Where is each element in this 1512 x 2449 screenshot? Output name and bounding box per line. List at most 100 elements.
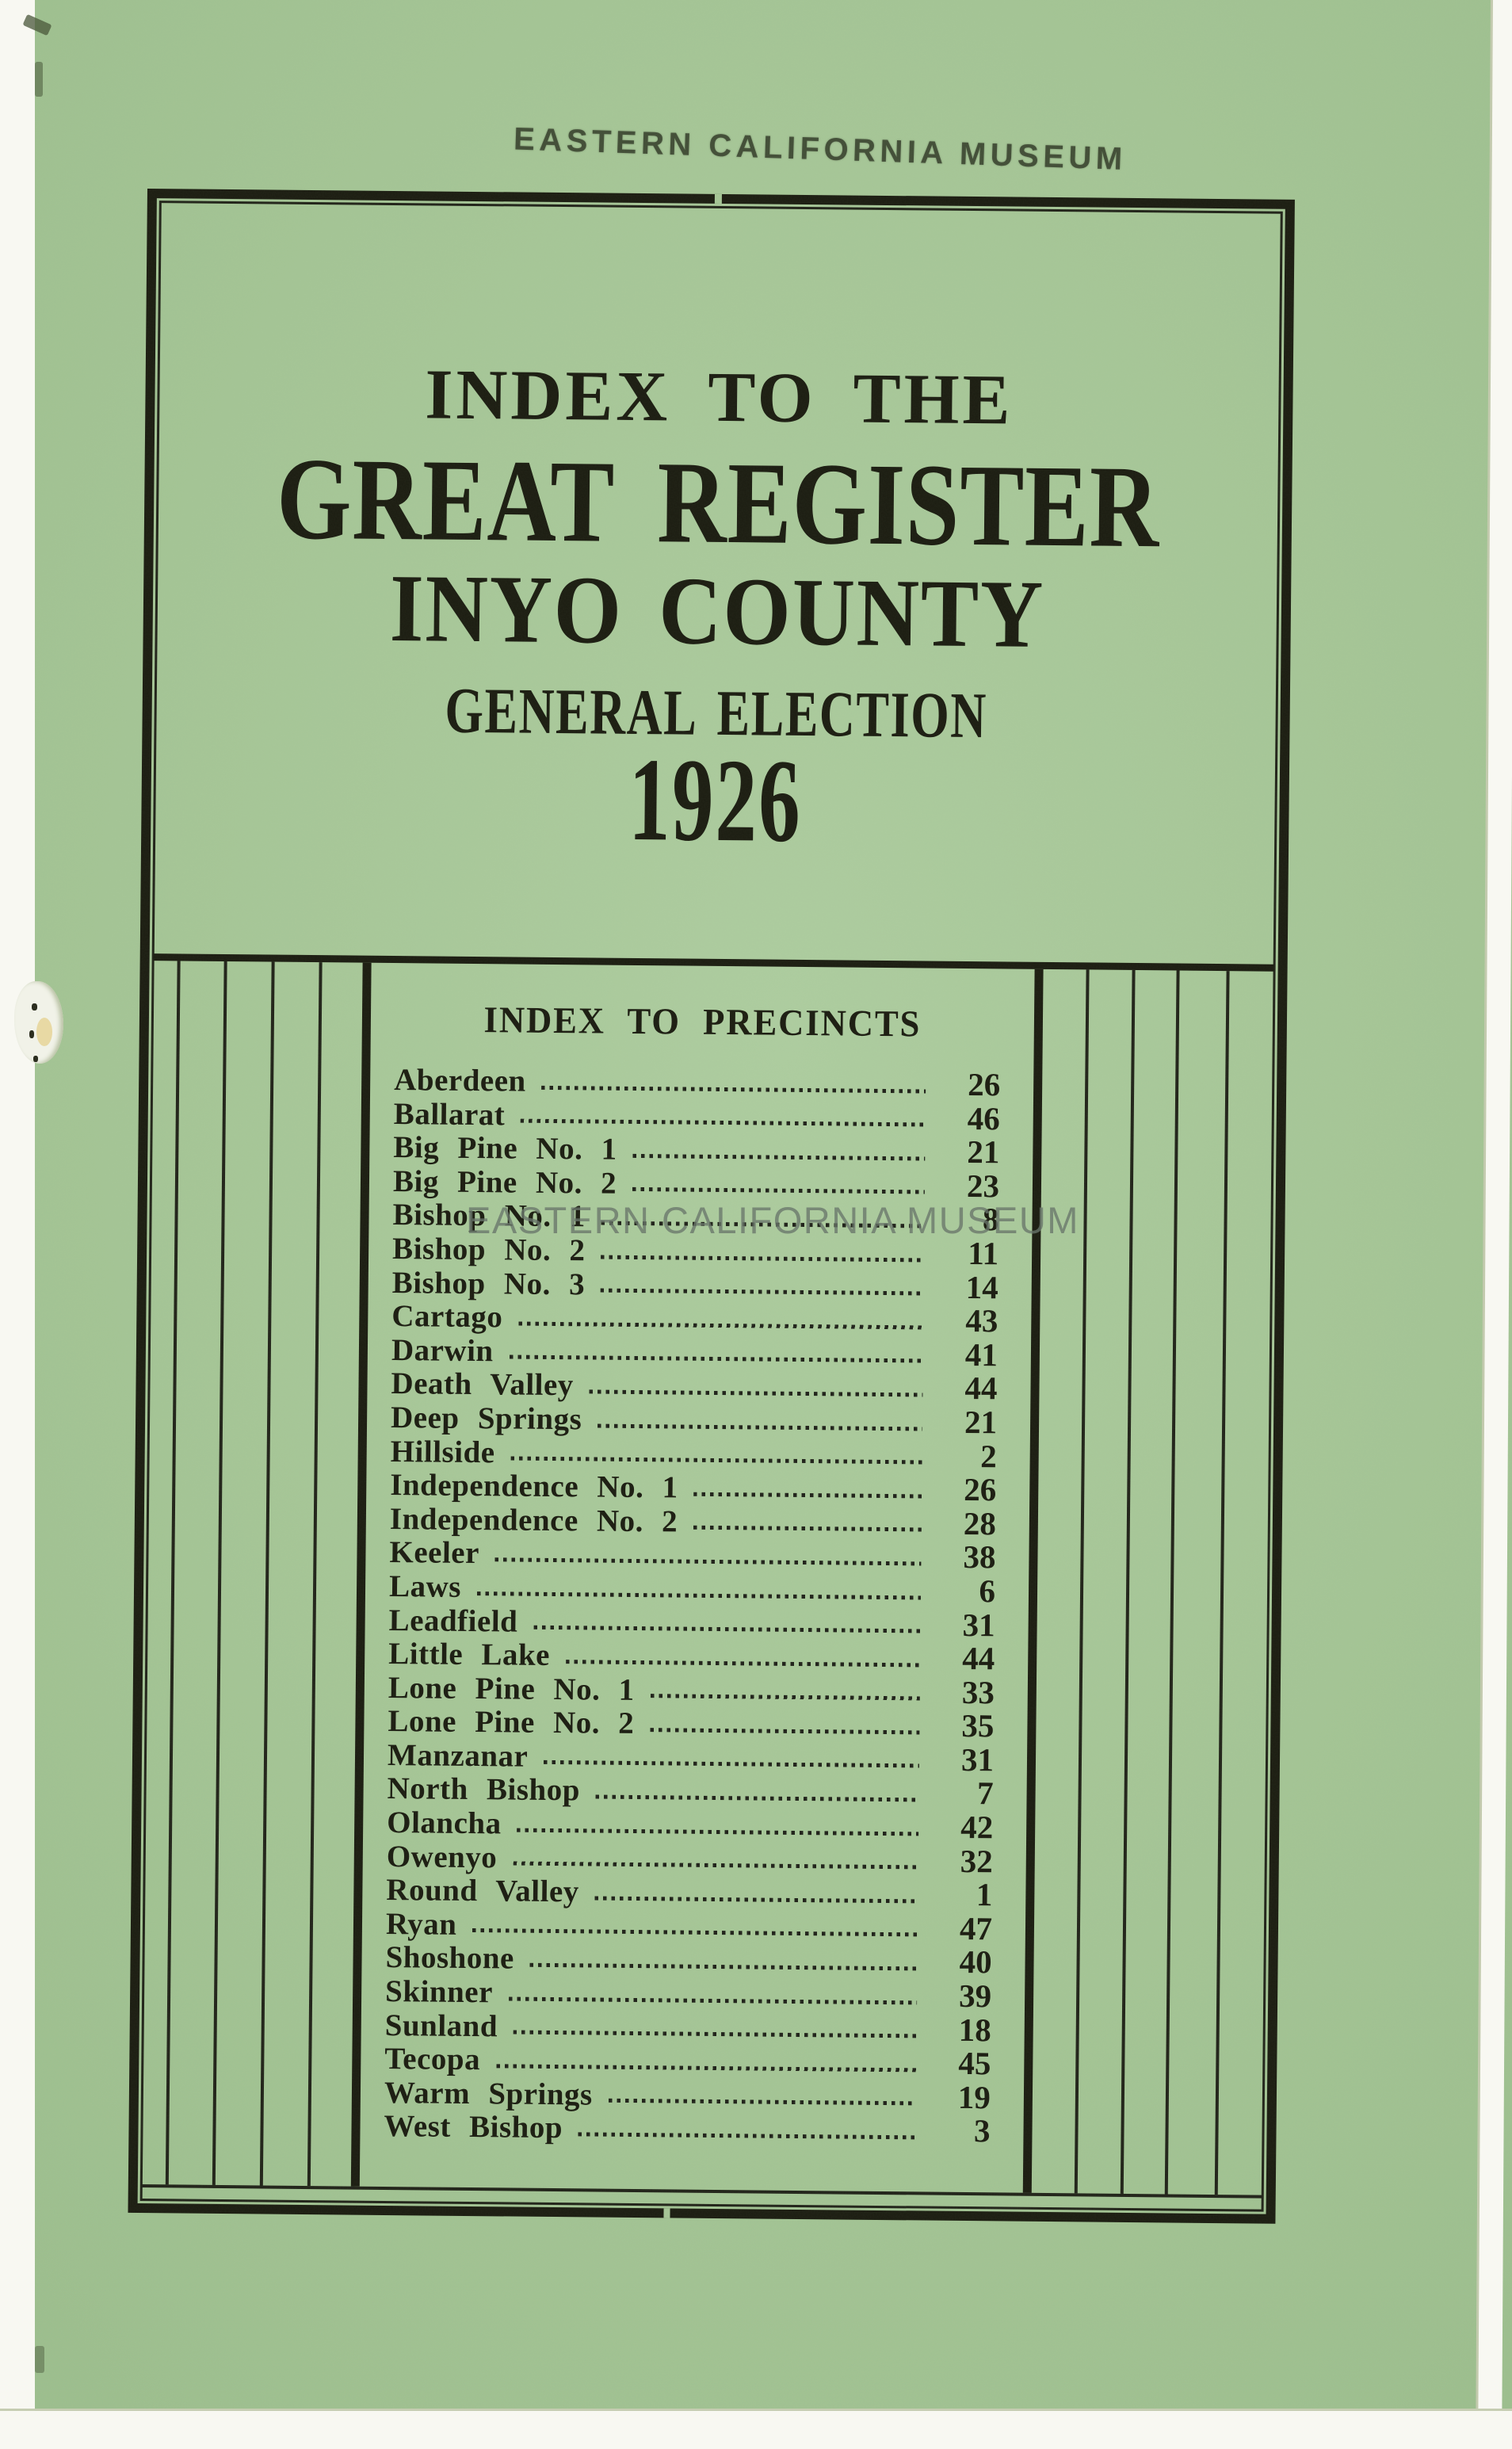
- dotted-leader: [508, 1996, 918, 2005]
- precinct-page-number: 45: [958, 2045, 991, 2082]
- dotted-leader: [600, 1288, 924, 1296]
- precinct-row: Laws 6: [388, 1568, 996, 1610]
- precinct-name: Death Valley: [391, 1366, 575, 1403]
- precinct-page-number: 32: [960, 1842, 994, 1879]
- precinct-page-number: 6: [979, 1572, 996, 1610]
- precinct-page-number: 46: [967, 1099, 1001, 1137]
- precinct-page-number: 28: [963, 1504, 997, 1542]
- dotted-leader: [476, 1591, 922, 1599]
- dotted-leader: [541, 1085, 926, 1094]
- precinct-name: Manzanar: [387, 1737, 529, 1774]
- precinct-page-number: 21: [967, 1133, 1000, 1171]
- precinct-page-number: 21: [964, 1403, 998, 1441]
- precinct-name: Ballarat: [393, 1096, 506, 1132]
- precinct-name: Lone Pine No. 2: [388, 1704, 635, 1741]
- precinct-name: West Bishop: [384, 2109, 563, 2145]
- dotted-leader: [693, 1492, 922, 1499]
- dotted-leader: [601, 1255, 925, 1263]
- paper-speck: [33, 1056, 38, 1062]
- precinct-row: Hillside 2: [390, 1434, 997, 1474]
- dotted-leader: [521, 1118, 926, 1127]
- precinct-page-number: 47: [959, 1909, 993, 1947]
- precinct-page-number: 35: [961, 1707, 995, 1744]
- dotted-leader: [650, 1728, 920, 1735]
- precinct-row: Manzanar 31: [387, 1737, 995, 1778]
- precinct-name: Independence No. 1: [390, 1468, 678, 1505]
- precinct-page-number: 44: [964, 1370, 998, 1407]
- dotted-leader: [578, 2132, 916, 2140]
- precinct-page-number: 7: [976, 1775, 994, 1812]
- precinct-row: Little Lake 44: [388, 1636, 995, 1676]
- precinct-row: Owenyo 32: [386, 1839, 994, 1879]
- precinct-name: Tecopa: [384, 2042, 481, 2077]
- precinct-row: Independence No. 1 26: [390, 1467, 996, 1507]
- precinct-name: Keeler: [389, 1535, 480, 1571]
- dotted-leader: [598, 1423, 923, 1431]
- border-nick: [663, 2208, 670, 2218]
- precinct-page-number: 43: [965, 1302, 998, 1339]
- scanner-edge-left: [0, 0, 35, 2449]
- precinct-row: Tecopa 45: [384, 2041, 991, 2082]
- precinct-index-heading: INDEX TO PRECINCTS: [483, 999, 922, 1045]
- precinct-name: Little Lake: [388, 1637, 551, 1673]
- precinct-row: West Bishop 3: [384, 2108, 991, 2149]
- precinct-name: Olancha: [387, 1805, 502, 1841]
- precinct-name: North Bishop: [387, 1771, 581, 1808]
- precinct-name: Laws: [388, 1568, 462, 1604]
- precinct-name: Round Valley: [386, 1873, 579, 1909]
- precinct-page-number: 19: [957, 2078, 991, 2116]
- dotted-leader: [544, 1760, 919, 1768]
- dotted-leader: [529, 1962, 918, 1971]
- precinct-name: Ryan: [385, 1906, 457, 1942]
- precinct-row: Shoshone 40: [385, 1939, 991, 1980]
- precinct-name: Owenyo: [386, 1839, 498, 1874]
- precinct-name: Hillside: [390, 1434, 495, 1469]
- dotted-leader: [513, 2030, 917, 2038]
- precinct-page-number: 26: [967, 1065, 1001, 1103]
- paper-tear-spot: [36, 1018, 52, 1046]
- title-line-3: INYO COUNTY: [389, 554, 1045, 668]
- dotted-leader: [518, 1321, 924, 1330]
- dotted-leader: [693, 1526, 922, 1532]
- digital-watermark: EASTERN CALIFORNIA MUSEUM: [466, 1199, 1079, 1241]
- precinct-page-number: 38: [963, 1538, 996, 1576]
- precinct-name: Leadfield: [388, 1603, 518, 1639]
- precinct-row: Olancha 42: [387, 1805, 993, 1845]
- precinct-name: Skinner: [384, 1974, 494, 2010]
- border-nick: [714, 193, 722, 204]
- precinct-row: Death Valley 44: [391, 1366, 998, 1407]
- precinct-name: Aberdeen: [394, 1063, 526, 1098]
- precinct-row: Ballarat 46: [393, 1096, 1001, 1137]
- precinct-page-number: 31: [962, 1606, 995, 1643]
- title-line-1: INDEX TO THE: [424, 355, 1014, 440]
- precinct-page-number: 2: [979, 1437, 997, 1474]
- edge-mark: [35, 2346, 44, 2373]
- precinct-row: Big Pine No. 1 21: [393, 1129, 1000, 1171]
- precinct-name: Bishop No. 3: [391, 1265, 586, 1301]
- dotted-leader: [565, 1659, 921, 1668]
- dotted-leader: [632, 1153, 926, 1161]
- precinct-name: Independence No. 2: [389, 1501, 678, 1539]
- precinct-page-number: 41: [964, 1335, 998, 1374]
- precinct-page-number: 39: [958, 1977, 992, 2015]
- precinct-name: Big Pine No. 1: [393, 1130, 617, 1167]
- precinct-name: Sunland: [384, 2008, 498, 2043]
- precinct-name: Cartago: [391, 1299, 503, 1335]
- precinct-name: Deep Springs: [390, 1400, 582, 1437]
- dotted-leader: [510, 1456, 922, 1465]
- scanner-edge-right: [1478, 0, 1512, 2449]
- dotted-leader: [632, 1187, 925, 1194]
- precinct-row: Darwin 41: [391, 1332, 998, 1374]
- title-line-2: GREAT REGISTER: [276, 434, 1161, 573]
- precinct-page-number: 33: [961, 1673, 995, 1711]
- precinct-row: Round Valley 1: [386, 1872, 992, 1912]
- dotted-leader: [517, 1828, 919, 1836]
- precinct-page-number: 31: [960, 1740, 995, 1778]
- precinct-row: Skinner 39: [384, 1973, 992, 2015]
- precinct-row: Sunland 18: [384, 2008, 991, 2048]
- precinct-name: Shoshone: [385, 1940, 515, 1976]
- precinct-page-number: 3: [973, 2112, 991, 2149]
- title-year: 1926: [628, 733, 803, 867]
- dotted-leader: [496, 2064, 917, 2073]
